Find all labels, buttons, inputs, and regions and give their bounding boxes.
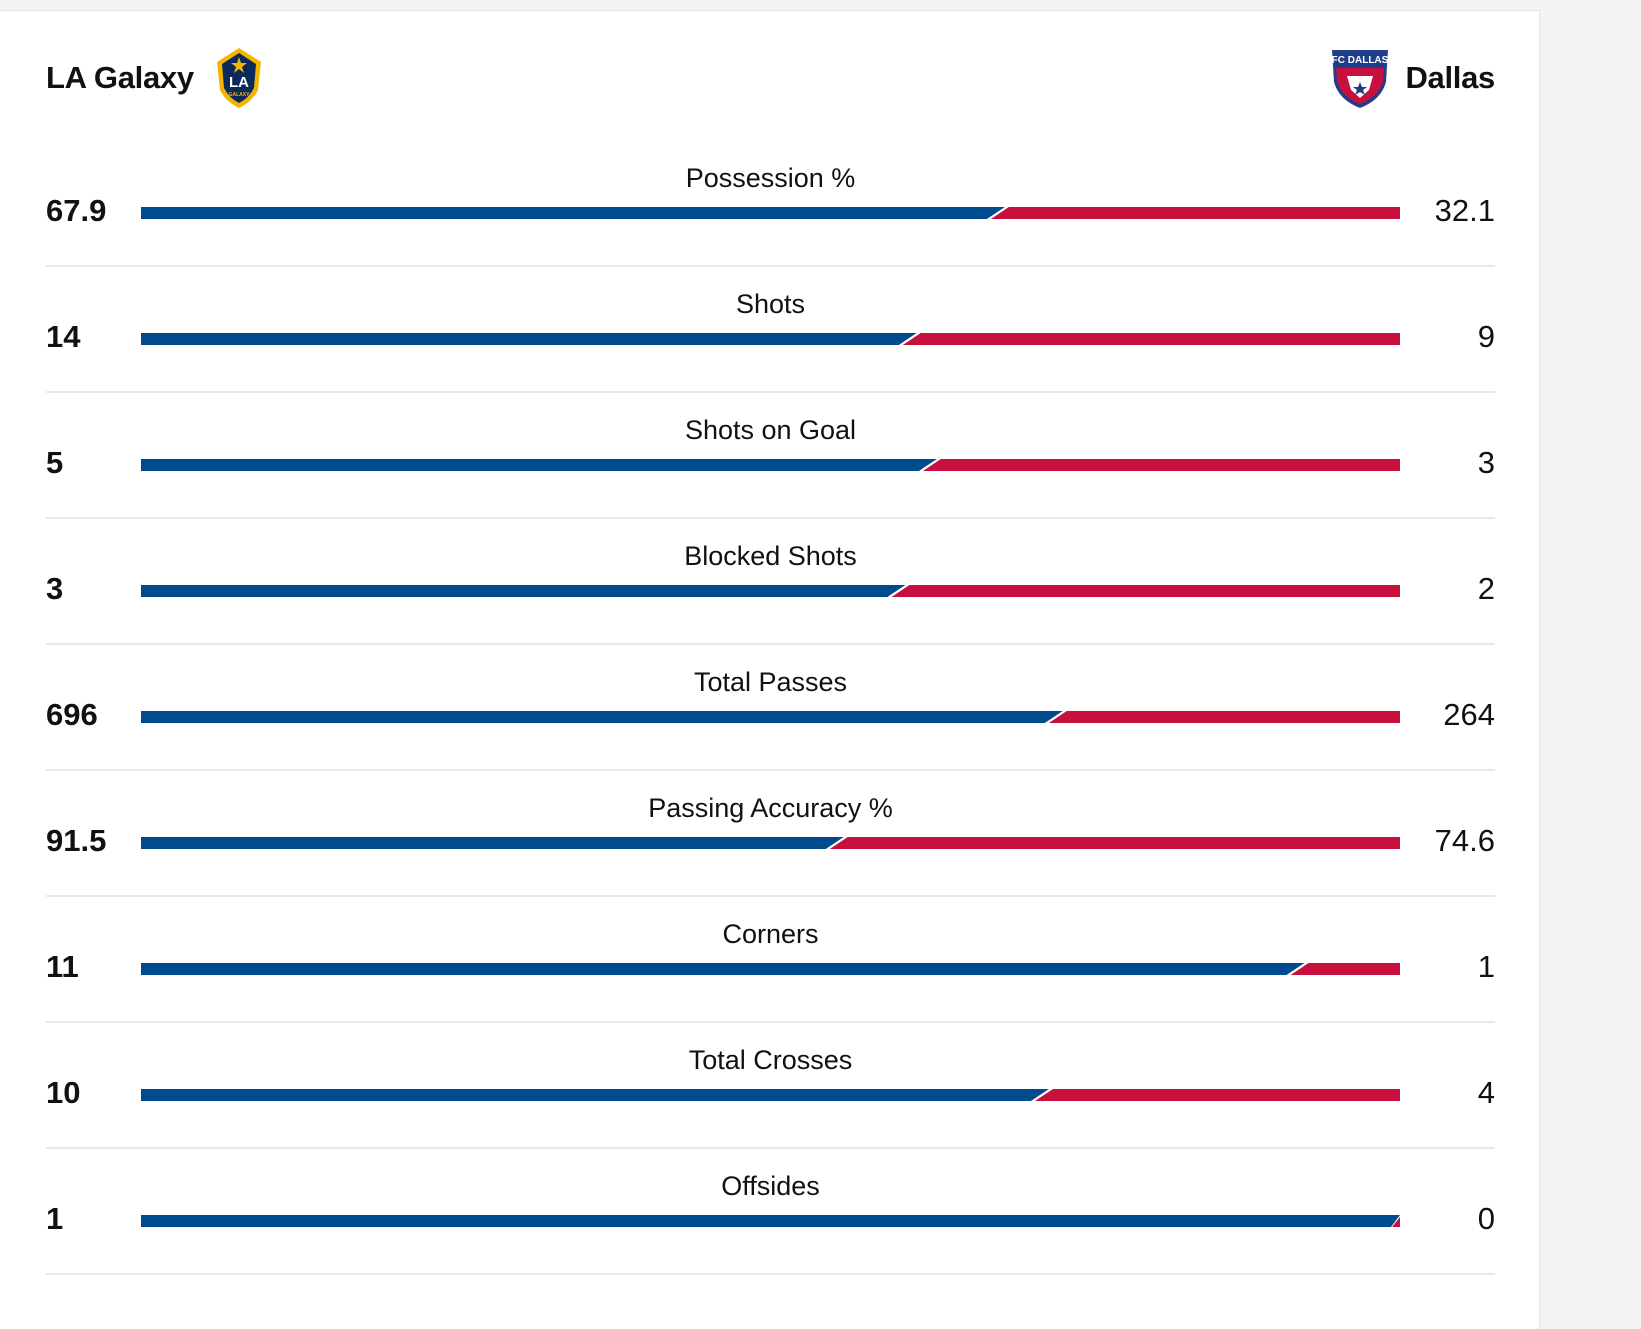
home-stat-value: 11 [46,949,79,984]
home-stat-value: 3 [46,571,64,606]
svg-text:FC DALLAS: FC DALLAS [1332,55,1389,66]
away-team: FC DALLAS Dallas [1329,45,1495,111]
stat-row: Blocked Shots 3 2 [46,519,1495,645]
stat-label: Shots on Goal [684,415,857,445]
away-stat-value: 1 [1477,949,1495,984]
away-stat-value: 0 [1477,1201,1495,1236]
home-bar-segment [141,585,906,597]
away-bar-segment [1048,711,1400,723]
stat-label: Total Crosses [688,1045,853,1075]
home-bar-segment [141,207,1005,219]
away-stat-value: 4 [1477,1075,1495,1110]
comparison-bar [141,963,1400,975]
home-stat-value: 696 [46,697,98,732]
stat-row: Shots on Goal 5 3 [46,393,1495,519]
away-stat-value: 3 [1477,445,1495,480]
stat-row: Shots 14 9 [46,267,1495,393]
away-bar-segment [891,585,1400,597]
fc-dallas-crest-icon: FC DALLAS [1329,46,1391,110]
away-bar-segment [1290,963,1400,975]
home-bar-segment [141,333,917,345]
home-bar-segment [141,1089,1049,1101]
away-bar-segment [922,459,1400,471]
stat-label: Possession % [685,163,856,193]
stat-row: Total Crosses 10 4 [46,1023,1495,1149]
home-stat-value: 5 [46,445,64,480]
teams-header: LA Galaxy LA GALAXY FC DALLAS [46,45,1495,111]
home-bar-segment [141,963,1305,975]
comparison-bar [141,837,1400,849]
home-stat-value: 67.9 [46,193,107,228]
comparison-bar [141,1089,1400,1101]
comparison-bar [141,333,1400,345]
comparison-bar [141,459,1400,471]
away-team-name: Dallas [1405,60,1495,95]
stat-label: Passing Accuracy % [648,793,893,823]
stat-label: Total Passes [693,667,848,697]
home-stat-value: 14 [46,319,81,354]
comparison-bar [141,585,1400,597]
home-stat-value: 91.5 [46,823,107,858]
away-stat-value: 74.6 [1434,823,1495,858]
home-bar-segment [141,459,937,471]
stat-label: Corners [722,919,819,949]
home-bar-segment [141,1215,1400,1227]
home-stat-value: 10 [46,1075,81,1110]
away-bar-segment [829,837,1400,849]
away-bar-segment [1034,1089,1400,1101]
stat-row: Offsides 1 0 [46,1149,1495,1275]
away-bar-segment [1392,1217,1400,1227]
away-stat-value: 264 [1443,697,1495,732]
away-bar-segment [990,207,1400,219]
away-stat-value: 32.1 [1434,193,1495,228]
stat-row: Corners 11 1 [46,897,1495,1023]
stat-row: Passing Accuracy % 91.5 74.6 [46,771,1495,897]
stat-row: Possession % 67.9 32.1 [46,141,1495,267]
away-bar-segment [902,333,1400,345]
svg-text:LA: LA [229,74,249,91]
stat-label: Blocked Shots [684,541,857,571]
home-stat-value: 1 [46,1201,64,1236]
home-team: LA Galaxy LA GALAXY [46,45,264,111]
away-stat-value: 2 [1477,571,1495,606]
comparison-bar [141,1215,1400,1227]
home-team-name: LA Galaxy [46,60,194,95]
comparison-bar [141,207,1400,219]
home-bar-segment [141,837,844,849]
home-bar-segment [141,711,1063,723]
stat-label: Shots [735,289,806,319]
away-stat-value: 9 [1477,319,1495,354]
stat-row: Total Passes 696 264 [46,645,1495,771]
comparison-bar [141,711,1400,723]
la-galaxy-crest-icon: LA GALAXY [214,46,264,110]
stat-label: Offsides [721,1171,820,1201]
svg-text:GALAXY: GALAXY [228,92,250,98]
match-stats-card: LA Galaxy LA GALAXY FC DALLAS [0,10,1540,1329]
